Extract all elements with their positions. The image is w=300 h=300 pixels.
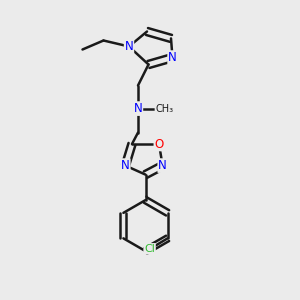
Text: Cl: Cl <box>144 244 155 254</box>
Text: N: N <box>168 51 177 64</box>
Text: O: O <box>154 137 164 151</box>
Text: N: N <box>124 40 134 53</box>
Text: N: N <box>158 159 167 172</box>
Text: N: N <box>121 159 130 172</box>
Text: N: N <box>134 102 142 115</box>
Text: CH₃: CH₃ <box>155 103 173 114</box>
